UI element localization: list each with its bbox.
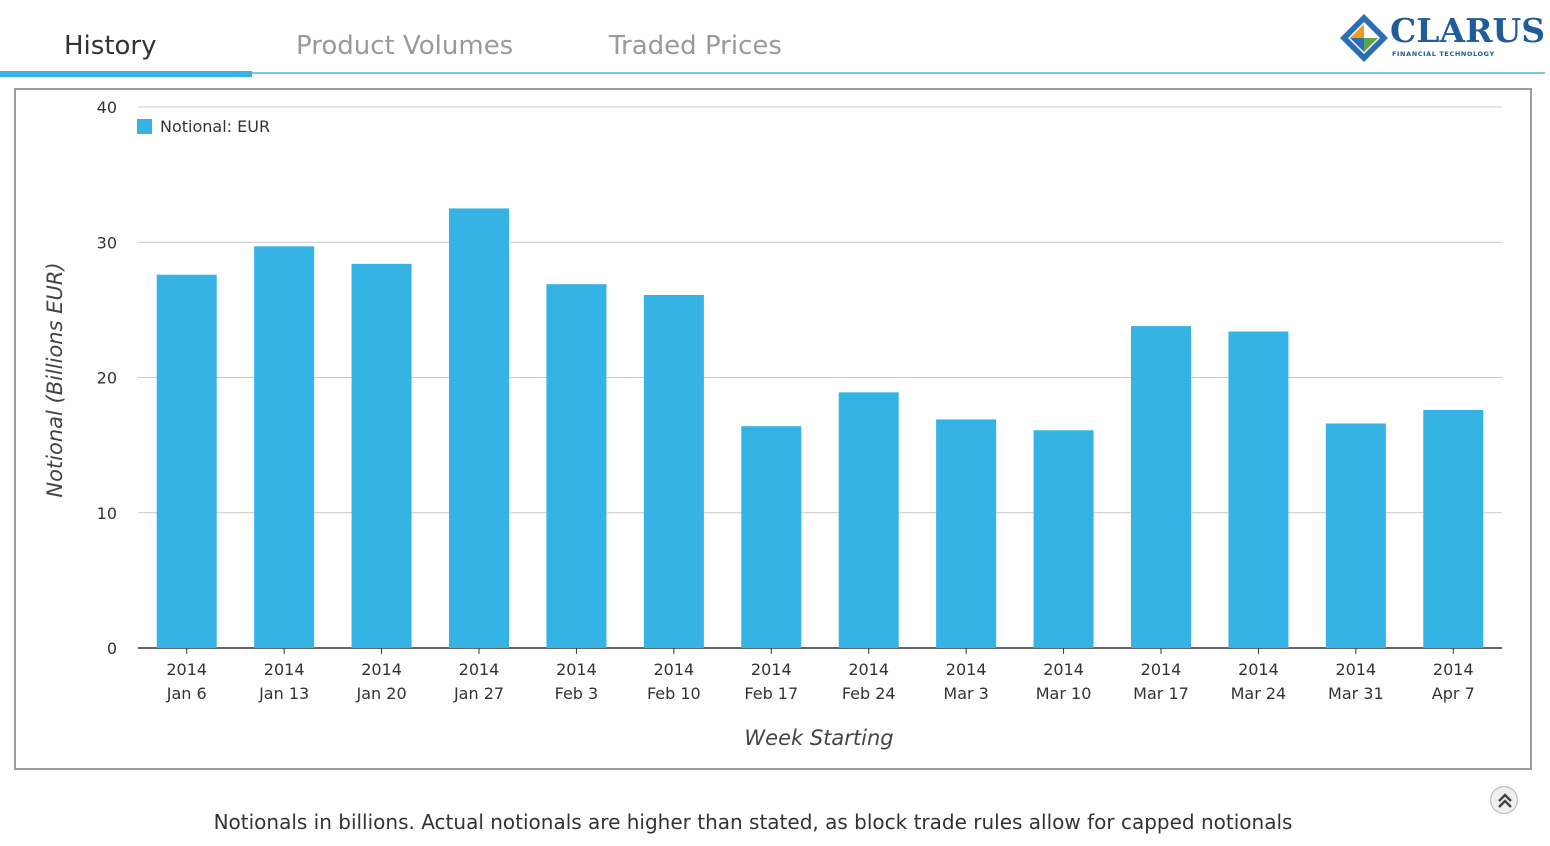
- x-tick-label-year: 2014: [166, 660, 207, 679]
- bar[interactable]: [546, 284, 607, 648]
- x-tick-label-date: Jan 6: [166, 684, 207, 703]
- bar[interactable]: [643, 294, 704, 648]
- bar[interactable]: [1228, 331, 1289, 648]
- bar[interactable]: [838, 392, 899, 648]
- x-tick-label-date: Feb 10: [647, 684, 701, 703]
- x-tick-label-date: Feb 3: [555, 684, 599, 703]
- x-tick-label-year: 2014: [361, 660, 402, 679]
- y-tick-label: 40: [97, 98, 117, 117]
- x-tick-label-date: Apr 7: [1432, 684, 1475, 703]
- x-tick-label-date: Feb 17: [744, 684, 798, 703]
- x-tick-label-year: 2014: [1141, 660, 1182, 679]
- bar[interactable]: [936, 419, 997, 648]
- x-tick-label-year: 2014: [946, 660, 987, 679]
- footnote: Notionals in billions. Actual notionals …: [213, 810, 1293, 834]
- x-tick-label-date: Mar 31: [1328, 684, 1384, 703]
- tab-divider: [0, 72, 1545, 74]
- bar[interactable]: [1033, 430, 1094, 648]
- x-tick-label-date: Jan 20: [356, 684, 407, 703]
- bar[interactable]: [741, 426, 802, 648]
- x-tick-label-date: Mar 17: [1133, 684, 1189, 703]
- tab-history[interactable]: History: [64, 31, 157, 61]
- x-tick-label-date: Jan 27: [453, 684, 504, 703]
- clarus-logo-icon: [1340, 14, 1388, 62]
- scroll-top-button[interactable]: [1490, 786, 1518, 814]
- double-chevron-up-icon: [1498, 793, 1512, 808]
- x-tick-label-year: 2014: [1433, 660, 1474, 679]
- active-tab-indicator: [0, 71, 252, 77]
- bar[interactable]: [449, 208, 509, 648]
- tab-product-volumes[interactable]: Product Volumes: [296, 31, 514, 61]
- logo-wordmark: CLARUS: [1390, 11, 1546, 50]
- x-tick-label-year: 2014: [556, 660, 597, 679]
- x-tick-label-date: Feb 24: [842, 684, 896, 703]
- bar-chart: 0 10 20 30 40 2014 Jan 6 2014 Jan 13 2014 Jan 20 20…: [43, 98, 1502, 750]
- legend-label: Notional: EUR: [160, 117, 270, 136]
- x-tick-label-date: Mar 10: [1036, 684, 1092, 703]
- bar[interactable]: [1131, 326, 1191, 648]
- y-axis-title: Notional (Billions EUR): [43, 262, 67, 497]
- logo-tagline: FINANCIAL TECHNOLOGY: [1392, 50, 1495, 58]
- x-tick-label-year: 2014: [1238, 660, 1279, 679]
- chart-panel: 0 10 20 30 40 2014 Jan 6 2014 Jan 13 2014 Jan 20 20…: [14, 88, 1532, 770]
- x-tick-label-date: Mar 3: [943, 684, 988, 703]
- x-tick-label-year: 2014: [1043, 660, 1084, 679]
- x-tick-label-year: 2014: [1335, 660, 1376, 679]
- bar[interactable]: [254, 246, 315, 648]
- x-tick-label-year: 2014: [264, 660, 305, 679]
- x-tick-label-date: Mar 24: [1231, 684, 1287, 703]
- x-tick-label-year: 2014: [751, 660, 792, 679]
- bar[interactable]: [1423, 409, 1484, 648]
- x-tick-label-date: Jan 13: [258, 684, 309, 703]
- y-tick-label: 10: [97, 504, 117, 523]
- tab-bar: History Product Volumes Traded Prices: [0, 0, 1545, 78]
- bar[interactable]: [1325, 423, 1386, 648]
- bar[interactable]: [351, 263, 412, 648]
- x-tick-label-year: 2014: [459, 660, 500, 679]
- bar[interactable]: [156, 274, 217, 648]
- tab-traded-prices[interactable]: Traded Prices: [609, 31, 782, 61]
- x-axis-title: Week Starting: [744, 726, 893, 750]
- y-tick-label: 0: [107, 639, 117, 658]
- clarus-logo: CLARUS FINANCIAL TECHNOLOGY: [1338, 12, 1545, 64]
- y-tick-label: 20: [97, 369, 117, 388]
- y-tick-label: 30: [97, 233, 117, 252]
- x-tick-label-year: 2014: [848, 660, 889, 679]
- legend-swatch: [137, 119, 152, 134]
- x-tick-label-year: 2014: [653, 660, 694, 679]
